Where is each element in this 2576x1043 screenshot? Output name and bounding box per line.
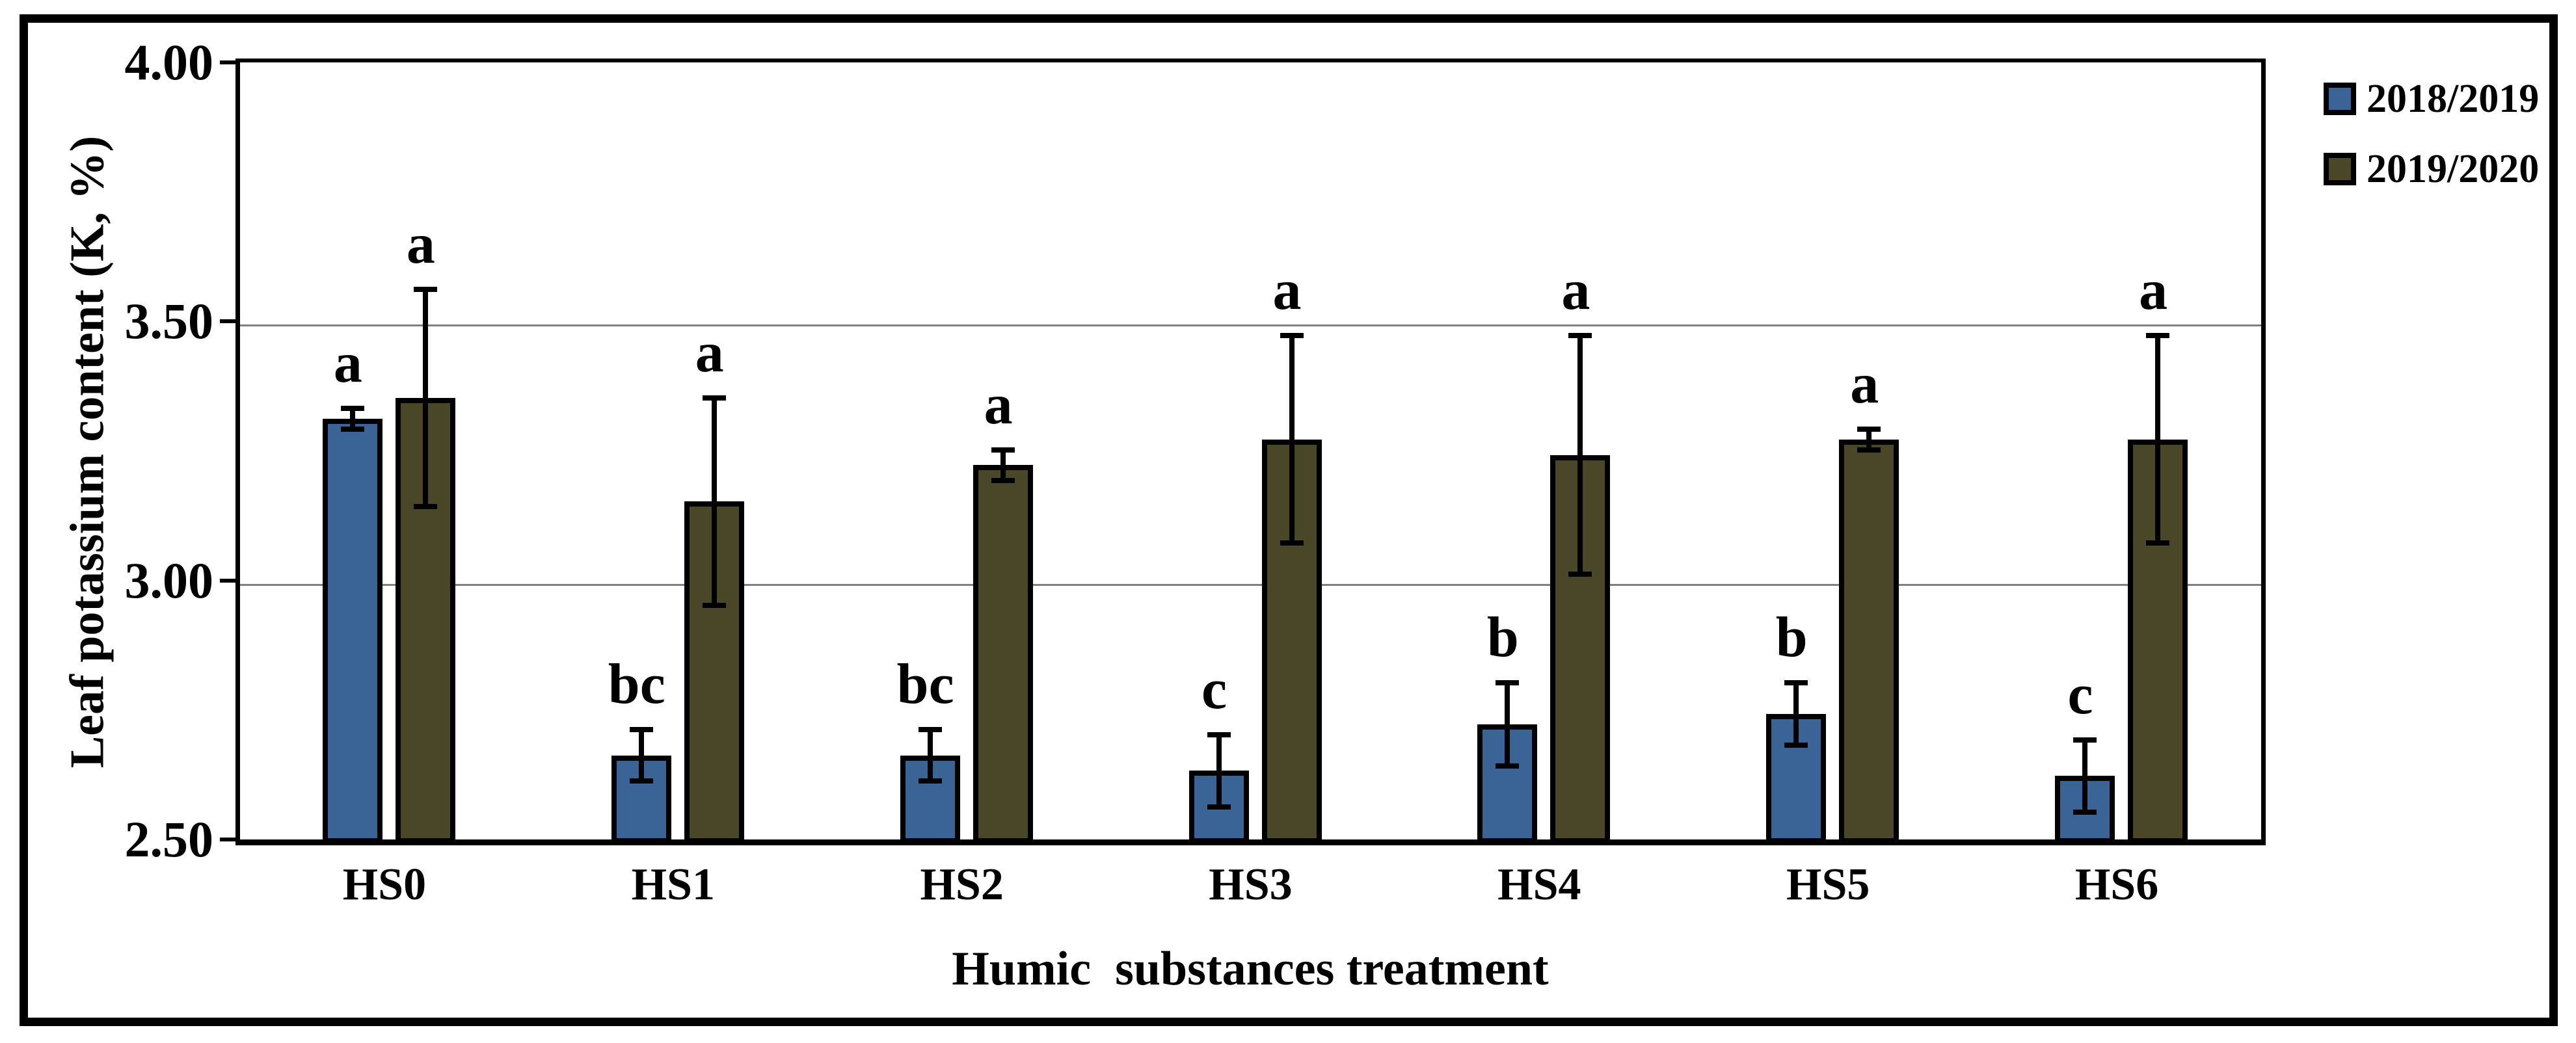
error-cap-top-2019-2020-HS2 — [991, 447, 1015, 453]
error-cap-bottom-2018-2019-HS5 — [1784, 742, 1808, 748]
error-cap-top-2019-2020-HS0 — [413, 286, 437, 292]
error-cap-top-2019-2020-HS3 — [1280, 333, 1304, 339]
sig-letter-2019-2020-HS1: a — [695, 321, 724, 384]
error-cap-top-2018-2019-HS6 — [2073, 737, 2097, 743]
y-tick-label-3.50: 3.50 — [124, 293, 214, 350]
x-axis-title: Humic substances treatment — [952, 942, 1549, 996]
error-cap-bottom-2019-2020-HS1 — [702, 602, 726, 608]
bar-2019-2020-HS2 — [973, 465, 1033, 843]
x-tick-label-HS3: HS3 — [1209, 860, 1293, 910]
legend-label-2019-2020: 2019/2020 — [2367, 147, 2540, 191]
error-bar-2018-2019-HS3 — [1216, 734, 1222, 808]
error-bar-2018-2019-HS4 — [1505, 683, 1510, 766]
error-bar-2018-2019-HS0 — [349, 408, 355, 429]
error-cap-top-2018-2019-HS4 — [1496, 680, 1520, 686]
x-tick-label-HS1: HS1 — [631, 860, 715, 910]
x-tick-label-HS2: HS2 — [920, 860, 1004, 910]
legend-label-2018-2019: 2018/2019 — [2367, 77, 2540, 121]
x-tick-label-HS0: HS0 — [342, 860, 427, 910]
error-bar-2019-2020-HS2 — [1000, 449, 1006, 481]
error-cap-bottom-2018-2019-HS1 — [629, 778, 653, 784]
sig-letter-2018-2019-HS3: c — [1201, 657, 1228, 721]
error-cap-bottom-2019-2020-HS0 — [413, 504, 437, 510]
sig-letter-2018-2019-HS6: c — [2067, 663, 2093, 726]
bar-2018-2019-HS0 — [322, 418, 382, 843]
legend-swatch-2018-2019-icon — [2324, 83, 2356, 115]
error-bar-2018-2019-HS2 — [927, 729, 933, 782]
error-bar-2019-2020-HS4 — [1577, 336, 1583, 574]
legend-swatch-2019-2020-icon — [2324, 153, 2356, 185]
sig-letter-2019-2020-HS3: a — [1272, 259, 1302, 323]
error-bar-2019-2020-HS1 — [711, 397, 717, 605]
x-tick-label-HS6: HS6 — [2074, 860, 2159, 910]
error-cap-top-2019-2020-HS5 — [1857, 426, 1881, 432]
error-cap-bottom-2018-2019-HS4 — [1496, 763, 1520, 769]
error-bar-2018-2019-HS6 — [2082, 739, 2088, 813]
error-cap-top-2018-2019-HS2 — [918, 726, 942, 732]
error-cap-bottom-2019-2020-HS5 — [1857, 447, 1881, 453]
error-bar-2018-2019-HS1 — [638, 729, 644, 782]
error-cap-bottom-2018-2019-HS3 — [1207, 804, 1231, 810]
sig-letter-2019-2020-HS6: a — [2139, 259, 2168, 323]
error-bar-2019-2020-HS3 — [1289, 336, 1295, 543]
bar-2019-2020-HS5 — [1839, 439, 1899, 843]
y-tick-label-4.00: 4.00 — [124, 34, 214, 90]
error-cap-bottom-2018-2019-HS2 — [918, 778, 942, 784]
error-cap-top-2018-2019-HS5 — [1784, 680, 1808, 686]
error-cap-bottom-2019-2020-HS2 — [991, 478, 1015, 484]
error-cap-top-2018-2019-HS0 — [340, 405, 364, 411]
error-cap-bottom-2019-2020-HS4 — [1568, 571, 1592, 577]
sig-letter-2018-2019-HS5: b — [1775, 606, 1808, 670]
x-tick-label-HS5: HS5 — [1786, 860, 1870, 910]
error-bar-2019-2020-HS6 — [2155, 336, 2161, 543]
legend: 2018/2019 2019/2020 — [2324, 73, 2539, 213]
sig-letter-2019-2020-HS0: a — [406, 212, 435, 276]
bar-2018-2019-HS4 — [1477, 724, 1538, 843]
error-cap-bottom-2018-2019-HS6 — [2073, 810, 2097, 815]
sig-letter-2019-2020-HS5: a — [1850, 352, 1879, 416]
legend-item-2019-2020: 2019/2020 — [2324, 143, 2539, 195]
y-tick-label-2.50: 2.50 — [124, 811, 214, 867]
error-bar-2019-2020-HS5 — [1866, 429, 1872, 450]
error-cap-top-2019-2020-HS6 — [2146, 333, 2170, 339]
y-tick-label-3.00: 3.00 — [124, 551, 214, 609]
error-cap-top-2018-2019-HS1 — [629, 726, 653, 732]
plot-area — [235, 59, 2266, 845]
legend-item-2018-2019: 2018/2019 — [2324, 73, 2539, 125]
y-tick-4.00 — [220, 60, 235, 64]
error-cap-top-2019-2020-HS4 — [1568, 333, 1592, 339]
y-tick-3.50 — [220, 319, 235, 324]
error-bar-2019-2020-HS0 — [422, 289, 428, 507]
error-cap-bottom-2018-2019-HS0 — [340, 426, 364, 432]
error-cap-top-2019-2020-HS1 — [702, 395, 726, 401]
sig-letter-2019-2020-HS2: a — [984, 373, 1013, 436]
error-cap-bottom-2019-2020-HS3 — [1280, 540, 1304, 546]
gridline-3.50 — [240, 324, 2261, 327]
y-tick-2.50 — [220, 838, 235, 841]
gridline-3.00 — [240, 583, 2261, 586]
y-tick-3.00 — [220, 578, 235, 583]
y-axis-title: Leaf potassium content (K, %) — [60, 135, 114, 769]
error-bar-2018-2019-HS5 — [1793, 683, 1799, 745]
sig-letter-2018-2019-HS2: bc — [896, 652, 954, 716]
sig-letter-2018-2019-HS0: a — [333, 331, 362, 395]
sig-letter-2018-2019-HS4: b — [1486, 606, 1519, 670]
sig-letter-2018-2019-HS1: bc — [608, 652, 665, 716]
sig-letter-2019-2020-HS4: a — [1561, 259, 1590, 323]
error-cap-bottom-2019-2020-HS6 — [2146, 540, 2170, 546]
x-tick-label-HS4: HS4 — [1497, 860, 1581, 910]
error-cap-top-2018-2019-HS3 — [1207, 732, 1231, 737]
